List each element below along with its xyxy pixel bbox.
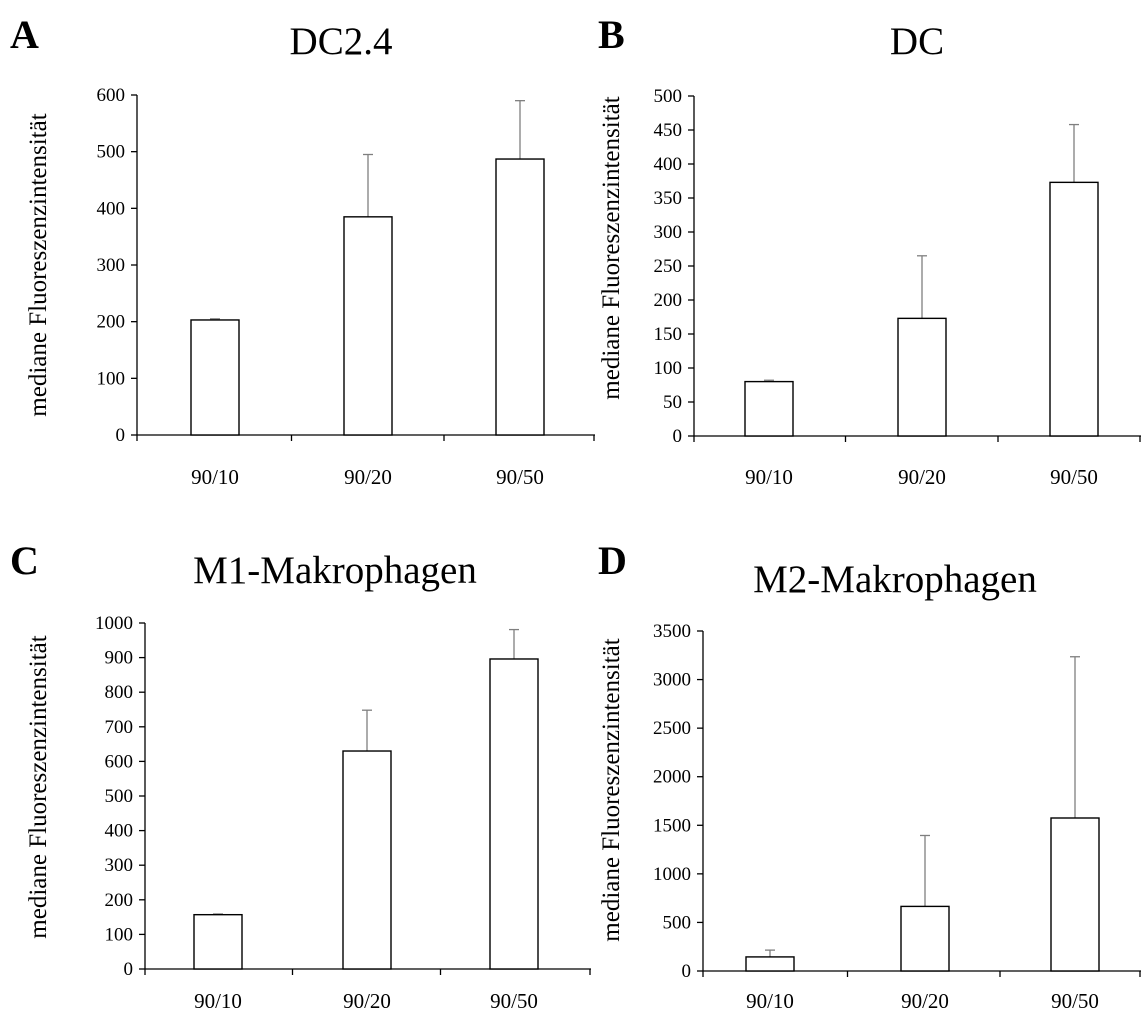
y-tick-label: 500 [105, 786, 134, 807]
y-tick-label: 200 [654, 290, 683, 311]
bar [495, 158, 545, 436]
plot-area-a: 0 100 200 300 400 500 600 90/10 90/20 90/50 [97, 85, 595, 489]
plot-area-b: 0 50 100 150 200 250 300 350 400 450 500 90/10 90/20… [654, 86, 1141, 489]
y-tick-label: 500 [654, 86, 683, 107]
x-tick-label: 90/10 [745, 465, 793, 489]
bar [343, 216, 393, 436]
panel-letter-d: D [598, 538, 627, 583]
y-tick-label: 100 [654, 358, 683, 379]
y-tick-label: 1000 [95, 613, 133, 634]
y-tick-label: 2000 [653, 767, 691, 788]
y-tick-label: 500 [97, 142, 126, 163]
x-tick-label: 90/50 [496, 465, 544, 489]
y-tick-label: 100 [97, 368, 126, 389]
panel-title-b: DC [890, 20, 944, 63]
panel-c: C M1-Makrophagen mediane Fluoreszenzinte… [10, 538, 591, 1013]
plot-area-c: 0 100 200 300 400 500 600 700 800 900 1000 90/10 90/… [95, 613, 591, 1013]
y-tick-label: 400 [97, 198, 126, 219]
x-tick-label: 90/10 [191, 465, 239, 489]
panel-title-a: DC2.4 [290, 20, 393, 63]
y-tick-label: 800 [105, 682, 134, 703]
x-tick-label: 90/10 [194, 989, 242, 1013]
y-tick-label: 3500 [653, 621, 691, 642]
x-tick-label: 90/20 [344, 465, 392, 489]
panel-letter-c: C [10, 538, 39, 583]
y-tick-label: 250 [654, 256, 683, 277]
bar [190, 319, 240, 436]
panel-letter-a: A [10, 12, 39, 57]
bar [193, 913, 243, 970]
bar [342, 750, 392, 970]
bar [897, 317, 947, 437]
y-axis-label-b: mediane Fluoreszenzintensität [598, 96, 625, 399]
y-tick-label: 1000 [653, 864, 691, 885]
y-tick-label: 400 [654, 154, 683, 175]
panel-title-c: M1-Makrophagen [193, 549, 477, 592]
panel-title-d: M2-Makrophagen [753, 558, 1037, 601]
x-tick-label: 90/20 [898, 465, 946, 489]
y-tick-label: 3000 [653, 670, 691, 691]
y-tick-label: 100 [105, 924, 134, 945]
y-axis-label-c: mediane Fluoreszenzintensität [25, 635, 52, 938]
panel-b: B DC mediane Fluoreszenzintensität 0 50 10… [598, 12, 1141, 489]
y-tick-label: 400 [105, 821, 134, 842]
y-tick-label: 300 [654, 222, 683, 243]
bar [1050, 817, 1100, 972]
y-tick-label: 450 [654, 120, 683, 141]
y-tick-label: 900 [105, 648, 134, 669]
y-tick-label: 1500 [653, 815, 691, 836]
y-tick-label: 700 [105, 717, 134, 738]
panel-d: D M2-Makrophagen mediane Fluoreszenzinte… [598, 538, 1141, 1013]
y-tick-label: 200 [97, 312, 126, 333]
y-axis-label-a: mediane Fluoreszenzintensität [25, 113, 52, 416]
y-tick-label: 0 [124, 959, 134, 980]
x-tick-label: 90/20 [343, 989, 391, 1013]
y-tick-label: 200 [105, 890, 134, 911]
y-tick-label: 300 [105, 855, 134, 876]
bar [745, 956, 795, 972]
y-tick-label: 50 [663, 392, 682, 413]
x-tick-label: 90/50 [490, 989, 538, 1013]
y-tick-label: 0 [116, 425, 126, 446]
plot-area-d: 0 500 1000 1500 2000 2500 3000 3500 90/10 90/20 90… [653, 621, 1141, 1013]
x-tick-label: 90/20 [901, 989, 949, 1013]
y-tick-label: 150 [654, 324, 683, 345]
y-tick-label: 0 [673, 426, 683, 447]
x-tick-label: 90/50 [1050, 465, 1098, 489]
y-tick-label: 600 [105, 751, 134, 772]
x-tick-label: 90/50 [1051, 989, 1099, 1013]
panel-letter-b: B [598, 12, 625, 57]
bar [744, 380, 794, 437]
y-axis-label-d: mediane Fluoreszenzintensität [598, 638, 625, 941]
y-tick-label: 600 [97, 85, 126, 106]
bar [1049, 181, 1099, 437]
y-tick-label: 0 [682, 961, 692, 982]
y-tick-label: 350 [654, 188, 683, 209]
y-tick-label: 500 [663, 912, 692, 933]
bar [900, 905, 950, 972]
panel-a: A DC2.4 mediane Fluoreszenzintensität 0 1… [10, 12, 595, 489]
bar [489, 658, 539, 970]
y-tick-label: 300 [97, 255, 126, 276]
y-tick-label: 2500 [653, 718, 691, 739]
x-tick-label: 90/10 [746, 989, 794, 1013]
